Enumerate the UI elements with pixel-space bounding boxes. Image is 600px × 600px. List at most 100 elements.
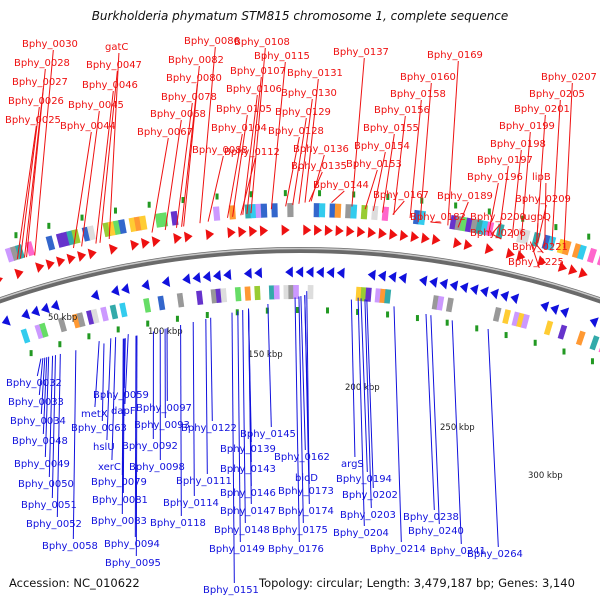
gene-label: Bphy_0052 bbox=[26, 519, 82, 530]
gene-label: Bphy_0050 bbox=[18, 479, 74, 490]
forward-gene-arrow bbox=[389, 228, 398, 240]
gene-label: Bphy_0131 bbox=[287, 68, 343, 79]
forward-gene-arrow bbox=[238, 226, 247, 238]
gene-label: Bphy_0214 bbox=[370, 544, 426, 555]
leader-line bbox=[242, 94, 258, 215]
forward-gene-arrow bbox=[537, 255, 547, 267]
gene-label: Bphy_0205 bbox=[529, 89, 585, 100]
scale-label: 200 kbp bbox=[345, 383, 380, 393]
leader-line bbox=[95, 90, 114, 244]
outer-category-block bbox=[86, 225, 96, 241]
leader-line bbox=[382, 133, 395, 213]
leader-line bbox=[94, 341, 100, 408]
forward-gene-arrow bbox=[568, 264, 578, 275]
leader-line bbox=[536, 222, 539, 245]
scale-label: 300 kbp bbox=[528, 471, 563, 481]
leader-line bbox=[430, 221, 442, 224]
gene-label: Bphy_0203 bbox=[340, 510, 396, 521]
gene-label: dapF bbox=[111, 406, 136, 417]
reverse-gene-arrow bbox=[480, 286, 489, 298]
inner-category-block bbox=[557, 324, 568, 340]
leader-line bbox=[393, 306, 402, 543]
forward-gene-arrow bbox=[399, 229, 409, 241]
inner-tick-mark bbox=[235, 309, 239, 316]
inner-category-block bbox=[71, 313, 81, 329]
gene-label: Bphy_0143 bbox=[220, 464, 276, 475]
leader-line bbox=[111, 337, 117, 461]
outer-tick-mark bbox=[587, 233, 591, 240]
gene-label: Bphy_0200 bbox=[470, 212, 526, 223]
inner-category-block bbox=[355, 286, 363, 302]
leader-line bbox=[199, 46, 216, 224]
gene-label: Bphy_0059 bbox=[93, 390, 149, 401]
leader-line bbox=[364, 169, 378, 210]
reverse-gene-arrow bbox=[388, 271, 397, 283]
feature-tracks bbox=[0, 190, 600, 365]
inner-category-block bbox=[100, 306, 109, 322]
outer-tick-mark bbox=[249, 191, 253, 198]
leader-line bbox=[81, 110, 100, 247]
gene-label: Bphy_0197 bbox=[477, 155, 533, 166]
reverse-gene-arrow bbox=[560, 307, 570, 319]
gene-label: bioD bbox=[295, 473, 318, 484]
gene-label: Bphy_0144 bbox=[313, 180, 369, 191]
leader-line bbox=[351, 57, 365, 207]
gene-label: Bphy_0032 bbox=[6, 378, 62, 389]
inner-category-block bbox=[119, 302, 128, 318]
gene-label: Bphy_0093 bbox=[134, 420, 190, 431]
inner-tick-mark bbox=[445, 319, 449, 326]
leader-line bbox=[425, 314, 435, 511]
outer-tick-mark bbox=[14, 232, 18, 239]
outer-category-block bbox=[271, 203, 278, 218]
gene-label: Bphy_0128 bbox=[268, 126, 324, 137]
gene-labels: Bphy_0030 Bphy_0028 Bphy_0027 Bphy_0026 Bphy… bbox=[5, 36, 597, 596]
inner-category-block bbox=[520, 313, 530, 329]
leader-line bbox=[310, 154, 325, 202]
gene-label: Bphy_0175 bbox=[272, 525, 328, 536]
forward-gene-arrow bbox=[259, 225, 269, 237]
reverse-gene-arrow bbox=[419, 275, 428, 287]
forward-gene-arrow bbox=[421, 232, 430, 244]
gene-label: Bphy_0045 bbox=[68, 100, 124, 111]
leader-line bbox=[226, 133, 243, 218]
reverse-gene-arrow bbox=[459, 282, 469, 294]
inner-category-block bbox=[220, 288, 228, 303]
inner-category-block bbox=[244, 286, 251, 301]
gene-label: Bphy_0034 bbox=[10, 416, 66, 427]
leader-line bbox=[34, 49, 54, 256]
scale-label: 150 kbp bbox=[248, 350, 283, 360]
outer-tick-mark bbox=[487, 208, 491, 215]
leader-line bbox=[16, 125, 37, 260]
backbone-highlight bbox=[0, 247, 600, 300]
leader-line bbox=[231, 312, 235, 584]
gene-label: Bphy_0080 bbox=[166, 73, 222, 84]
outer-category-block bbox=[4, 247, 15, 263]
reverse-gene-arrow bbox=[31, 305, 41, 317]
forward-gene-arrow bbox=[324, 224, 333, 236]
gene-label: Bphy_0204 bbox=[333, 528, 389, 539]
leader-line bbox=[232, 114, 248, 217]
outer-category-block bbox=[212, 206, 221, 221]
outer-tick-mark bbox=[215, 193, 219, 200]
reverse-gene-arrow bbox=[202, 271, 211, 282]
leader-line bbox=[180, 324, 182, 517]
leader-line bbox=[563, 82, 573, 249]
outer-category-block bbox=[561, 240, 572, 256]
leader-line bbox=[242, 310, 246, 524]
inner-tick-mark bbox=[87, 333, 91, 340]
outer-category-block bbox=[531, 231, 541, 248]
leader-line bbox=[304, 295, 310, 505]
inner-category-block bbox=[502, 309, 511, 325]
gene-label: Bphy_0241 bbox=[430, 546, 486, 557]
gene-label: Bphy_0238 bbox=[403, 512, 459, 523]
reverse-gene-arrow bbox=[182, 273, 191, 285]
leader-line bbox=[487, 328, 499, 548]
leader-line bbox=[393, 115, 406, 215]
leader-line bbox=[44, 356, 50, 458]
gene-label: Bphy_0049 bbox=[14, 459, 70, 470]
inner-category-block bbox=[254, 285, 261, 301]
leader-line bbox=[106, 338, 112, 441]
inner-category-block bbox=[273, 285, 280, 300]
leader-line bbox=[544, 182, 547, 247]
reverse-gene-arrow bbox=[111, 285, 120, 296]
